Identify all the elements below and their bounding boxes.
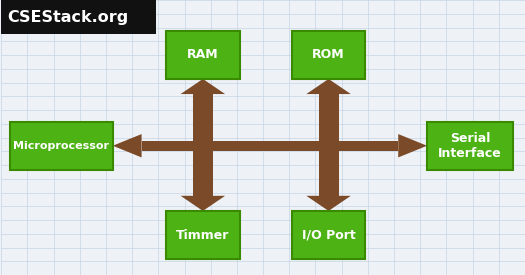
FancyBboxPatch shape	[166, 31, 239, 79]
Polygon shape	[398, 134, 427, 157]
Text: CSEStack.org: CSEStack.org	[7, 10, 129, 25]
FancyBboxPatch shape	[10, 122, 112, 170]
Bar	[142, 141, 398, 151]
Text: RAM: RAM	[187, 48, 219, 62]
Bar	[193, 94, 213, 196]
Polygon shape	[306, 196, 351, 211]
Text: Serial
Interface: Serial Interface	[438, 132, 502, 160]
Text: I/O Port: I/O Port	[302, 229, 355, 242]
Bar	[319, 94, 339, 196]
Text: Microprocessor: Microprocessor	[14, 141, 109, 151]
FancyBboxPatch shape	[1, 0, 156, 34]
FancyBboxPatch shape	[292, 31, 365, 79]
FancyBboxPatch shape	[292, 211, 365, 259]
Polygon shape	[181, 79, 225, 94]
FancyBboxPatch shape	[427, 122, 513, 170]
Polygon shape	[306, 79, 351, 94]
Polygon shape	[181, 196, 225, 211]
FancyBboxPatch shape	[166, 211, 239, 259]
Text: ROM: ROM	[312, 48, 345, 62]
Polygon shape	[113, 134, 142, 157]
Text: Timmer: Timmer	[176, 229, 229, 242]
